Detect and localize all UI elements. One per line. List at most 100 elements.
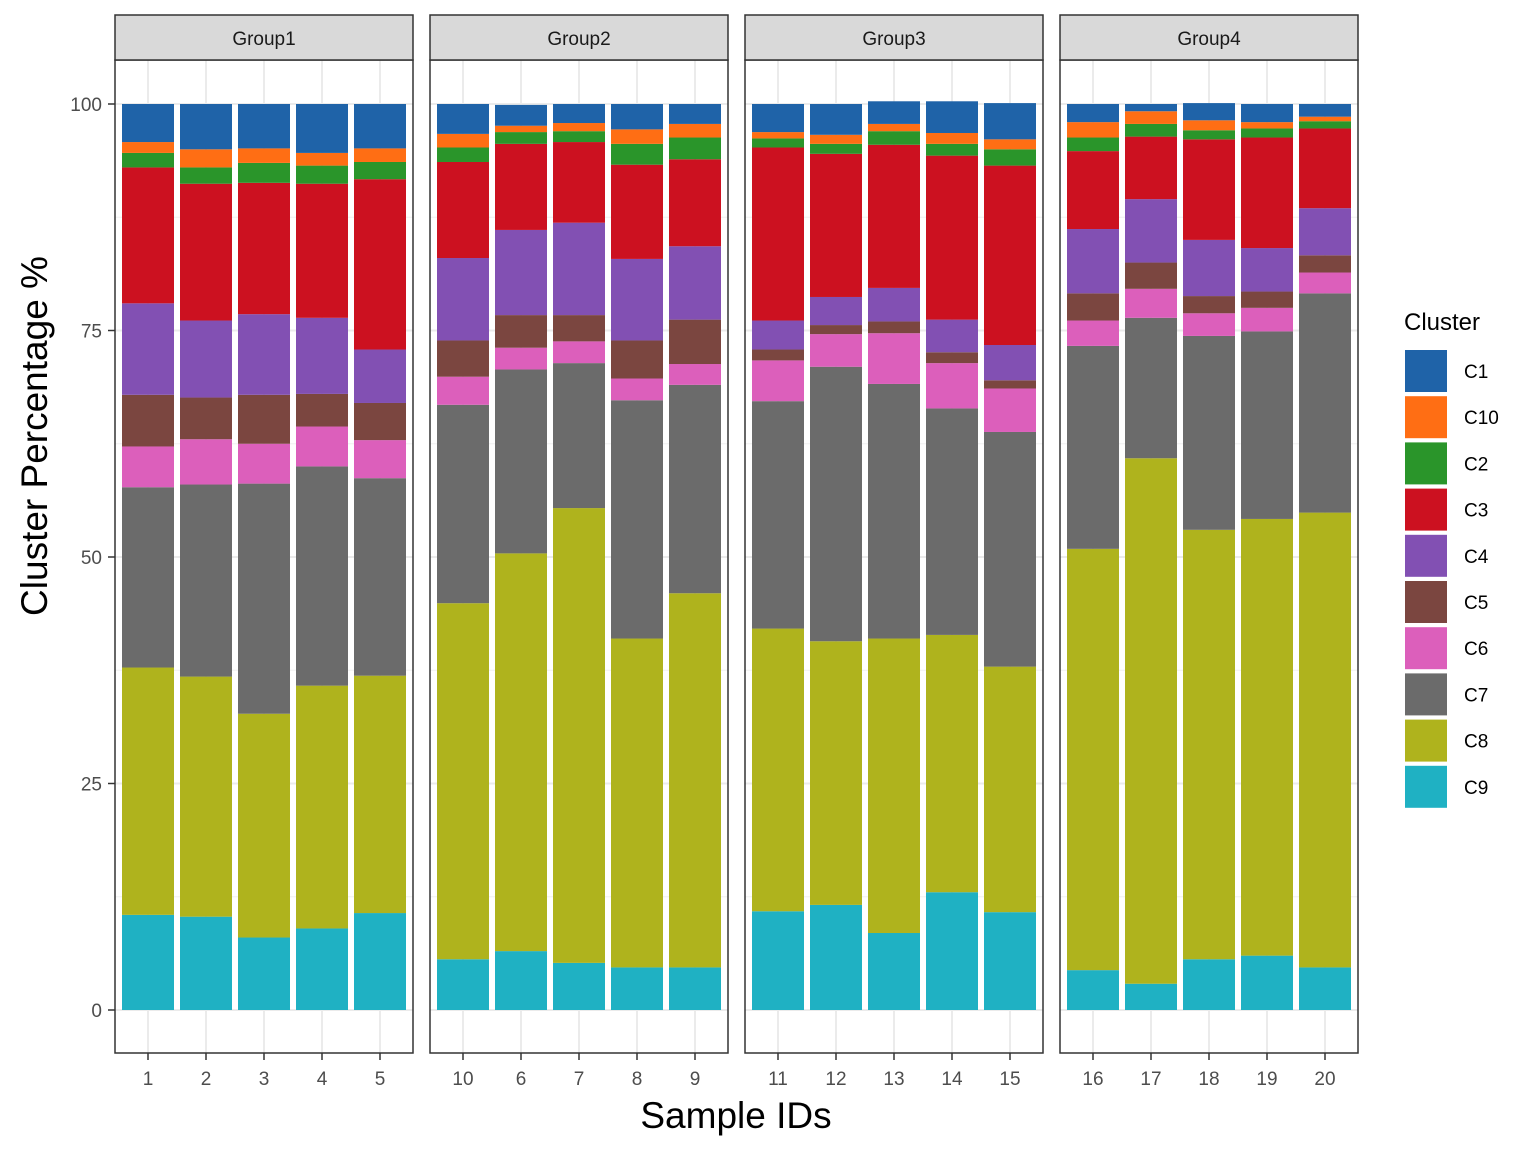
bar-segment-c10 bbox=[984, 139, 1036, 150]
bar-segment-c2 bbox=[810, 143, 862, 154]
x-tick-label: 9 bbox=[690, 1069, 701, 1090]
bar-segment-c1 bbox=[926, 101, 978, 133]
x-tick-label: 1 bbox=[143, 1069, 154, 1090]
bar-segment-c7 bbox=[553, 363, 605, 509]
bar-segment-c4 bbox=[1067, 229, 1119, 294]
bar-sample-4 bbox=[296, 104, 348, 1010]
bar-segment-c7 bbox=[354, 478, 406, 676]
bar-segment-c1 bbox=[122, 104, 174, 143]
bar-segment-c7 bbox=[495, 369, 547, 554]
bar-segment-c4 bbox=[611, 258, 663, 341]
bar-segment-c6 bbox=[752, 360, 804, 402]
bar-segment-c2 bbox=[354, 161, 406, 180]
bar-segment-c7 bbox=[180, 484, 232, 677]
bar-segment-c8 bbox=[553, 508, 605, 963]
bar-segment-c2 bbox=[1299, 121, 1351, 129]
y-tick-label: 75 bbox=[81, 322, 102, 343]
bar-segment-c7 bbox=[1067, 345, 1119, 549]
bar-segment-c3 bbox=[1183, 139, 1235, 240]
bar-segment-c9 bbox=[1183, 959, 1235, 1010]
bar-segment-c4 bbox=[238, 314, 290, 395]
bar-segment-c10 bbox=[238, 148, 290, 163]
bar-segment-c8 bbox=[1125, 458, 1177, 984]
bar-segment-c7 bbox=[1241, 331, 1293, 519]
bar-segment-c2 bbox=[180, 167, 232, 184]
bar-segment-c5 bbox=[868, 321, 920, 334]
bar-segment-c4 bbox=[1299, 208, 1351, 256]
bar-segment-c6 bbox=[296, 426, 348, 467]
bar-segment-c2 bbox=[984, 149, 1036, 166]
bar-sample-14 bbox=[926, 101, 978, 1010]
bar-segment-c10 bbox=[1183, 120, 1235, 131]
bar-segment-c4 bbox=[810, 296, 862, 326]
bar-segment-c4 bbox=[180, 320, 232, 398]
bar-segment-c6 bbox=[926, 363, 978, 409]
bar-segment-c9 bbox=[669, 967, 721, 1010]
x-tick-label: 14 bbox=[941, 1069, 963, 1090]
bar-segment-c9 bbox=[495, 951, 547, 1010]
bar-sample-11 bbox=[752, 104, 804, 1010]
bar-segment-c7 bbox=[238, 483, 290, 714]
bar-segment-c2 bbox=[296, 165, 348, 184]
bar-segment-c3 bbox=[122, 167, 174, 304]
bar-sample-18 bbox=[1183, 103, 1235, 1010]
bar-segment-c3 bbox=[868, 144, 920, 288]
bar-segment-c9 bbox=[1125, 983, 1177, 1010]
bar-segment-c1 bbox=[180, 104, 232, 150]
bar-sample-9 bbox=[669, 104, 721, 1010]
bar-segment-c3 bbox=[1241, 137, 1293, 249]
facet-strip-label: Group1 bbox=[232, 29, 295, 50]
bar-segment-c1 bbox=[1067, 104, 1119, 123]
bar-segment-c7 bbox=[926, 408, 978, 635]
x-tick-label: 7 bbox=[574, 1069, 585, 1090]
legend-key-c10 bbox=[1405, 396, 1447, 439]
x-axis-title: Sample IDs bbox=[640, 1095, 831, 1136]
bar-segment-c1 bbox=[611, 104, 663, 130]
bar-segment-c8 bbox=[180, 676, 232, 917]
bar-segment-c8 bbox=[926, 634, 978, 893]
legend: Cluster C1 C10 C2 C3 C4 C5 C6 C7 C8 C9 bbox=[1404, 309, 1499, 808]
x-tick-label: 11 bbox=[768, 1069, 788, 1090]
bar-segment-c1 bbox=[354, 104, 406, 149]
bar-segment-c4 bbox=[1125, 199, 1177, 263]
bar-segment-c6 bbox=[495, 347, 547, 370]
bar-segment-c6 bbox=[611, 378, 663, 401]
bar-segment-c10 bbox=[437, 133, 489, 148]
bar-segment-c4 bbox=[868, 287, 920, 322]
bar-segment-c1 bbox=[669, 104, 721, 124]
bar-segment-c6 bbox=[437, 376, 489, 405]
bar-segment-c6 bbox=[180, 439, 232, 485]
bar-segment-c5 bbox=[669, 319, 721, 365]
bar-segment-c5 bbox=[495, 315, 547, 348]
bar-segment-c2 bbox=[752, 138, 804, 148]
bar-segment-c2 bbox=[1241, 128, 1293, 138]
bar-segment-c6 bbox=[354, 440, 406, 479]
bar-segment-c6 bbox=[238, 443, 290, 484]
bar-segment-c10 bbox=[553, 123, 605, 132]
legend-key-c3 bbox=[1405, 488, 1447, 531]
legend-key-c2 bbox=[1405, 442, 1447, 485]
bar-segment-c1 bbox=[1241, 104, 1293, 123]
facet-strip bbox=[1059, 14, 1359, 61]
bar-segment-c5 bbox=[926, 352, 978, 364]
bar-segment-c9 bbox=[122, 914, 174, 1010]
bar-segment-c2 bbox=[238, 162, 290, 183]
x-tick-label: 6 bbox=[516, 1069, 527, 1090]
legend-label-c1: C1 bbox=[1464, 362, 1488, 383]
bar-segment-c3 bbox=[495, 143, 547, 230]
bar-segment-c3 bbox=[553, 142, 605, 223]
bar-segment-c5 bbox=[180, 397, 232, 440]
y-axis-title: Cluster Percentage % bbox=[14, 256, 55, 616]
bar-segment-c8 bbox=[810, 641, 862, 905]
bar-segment-c7 bbox=[122, 487, 174, 668]
bar-segment-c1 bbox=[868, 101, 920, 124]
bar-segment-c3 bbox=[984, 165, 1036, 345]
bar-segment-c1 bbox=[1183, 103, 1235, 121]
legend-label-c3: C3 bbox=[1464, 501, 1488, 522]
bar-segment-c7 bbox=[810, 366, 862, 642]
x-tick-label: 12 bbox=[825, 1069, 846, 1090]
bar-segment-c8 bbox=[122, 667, 174, 915]
facet-panel-group2: Group2 10 6 7 8 9 bbox=[429, 14, 729, 1090]
bar-sample-10 bbox=[437, 104, 489, 1010]
